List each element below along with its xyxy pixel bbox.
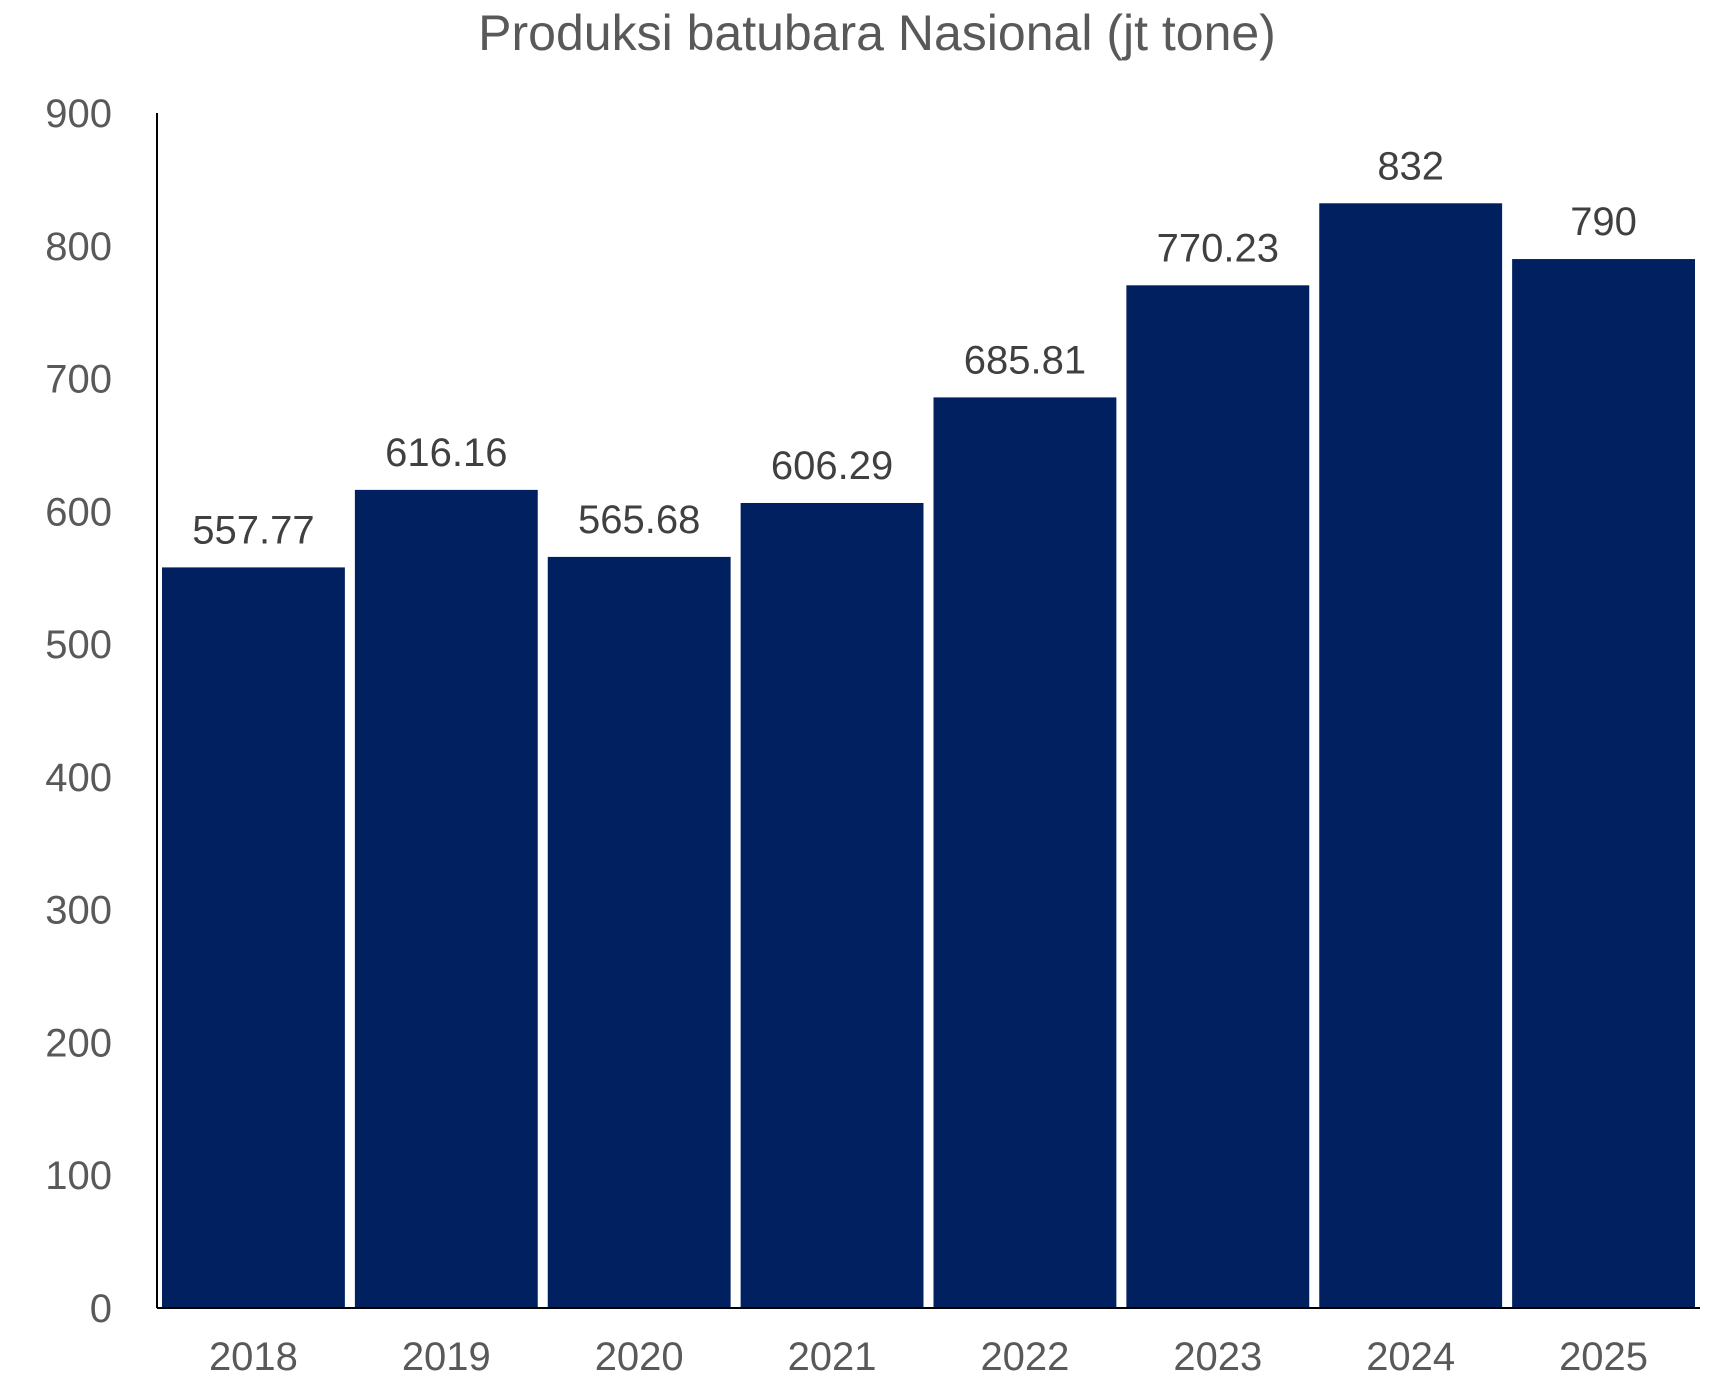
x-axis-ticks: 2018 2019 2020 2021 2022 2023 2024 2025 xyxy=(209,1335,1648,1379)
data-label-2023: 770.23 xyxy=(1157,226,1279,270)
bar-2025 xyxy=(1512,259,1695,1308)
y-tick-label: 500 xyxy=(45,623,112,667)
chart-title: Produksi batubara Nasional (jt tone) xyxy=(478,5,1276,61)
y-axis-ticks: 0 100 200 300 400 500 600 700 800 900 xyxy=(45,92,112,1331)
y-tick-label: 900 xyxy=(45,92,112,136)
x-tick-label: 2020 xyxy=(595,1335,684,1379)
bar-2023 xyxy=(1126,285,1310,1308)
y-tick-label: 600 xyxy=(45,490,112,534)
x-tick-label: 2018 xyxy=(209,1335,298,1379)
data-label-2020: 565.68 xyxy=(578,498,700,542)
data-label-2024: 832 xyxy=(1377,144,1444,188)
data-label-2025: 790 xyxy=(1570,200,1637,244)
x-tick-label: 2025 xyxy=(1559,1335,1648,1379)
x-tick-label: 2022 xyxy=(980,1335,1069,1379)
data-label-2018: 557.77 xyxy=(192,508,314,552)
x-tick-label: 2021 xyxy=(788,1335,877,1379)
bar-2022 xyxy=(933,397,1117,1308)
bar-2020 xyxy=(547,556,731,1308)
y-tick-label: 0 xyxy=(90,1287,112,1331)
y-tick-label: 700 xyxy=(45,358,112,402)
data-label-2019: 616.16 xyxy=(385,431,507,475)
bar-2024 xyxy=(1319,203,1503,1308)
y-tick-label: 100 xyxy=(45,1154,112,1198)
bar-2018 xyxy=(162,567,345,1308)
bar-2021 xyxy=(740,502,924,1309)
bar-2019 xyxy=(354,489,538,1308)
bars xyxy=(162,203,1695,1309)
data-labels: 557.77 616.16 565.68 606.29 685.81 770.23 832 7… xyxy=(192,144,1637,552)
data-label-2022: 685.81 xyxy=(964,338,1086,382)
x-tick-label: 2024 xyxy=(1366,1335,1455,1379)
y-tick-label: 200 xyxy=(45,1021,112,1065)
x-tick-label: 2019 xyxy=(402,1335,491,1379)
y-tick-label: 400 xyxy=(45,756,112,800)
y-tick-label: 300 xyxy=(45,889,112,933)
y-tick-label: 800 xyxy=(45,225,112,269)
data-label-2021: 606.29 xyxy=(771,444,893,488)
x-tick-label: 2023 xyxy=(1173,1335,1262,1379)
